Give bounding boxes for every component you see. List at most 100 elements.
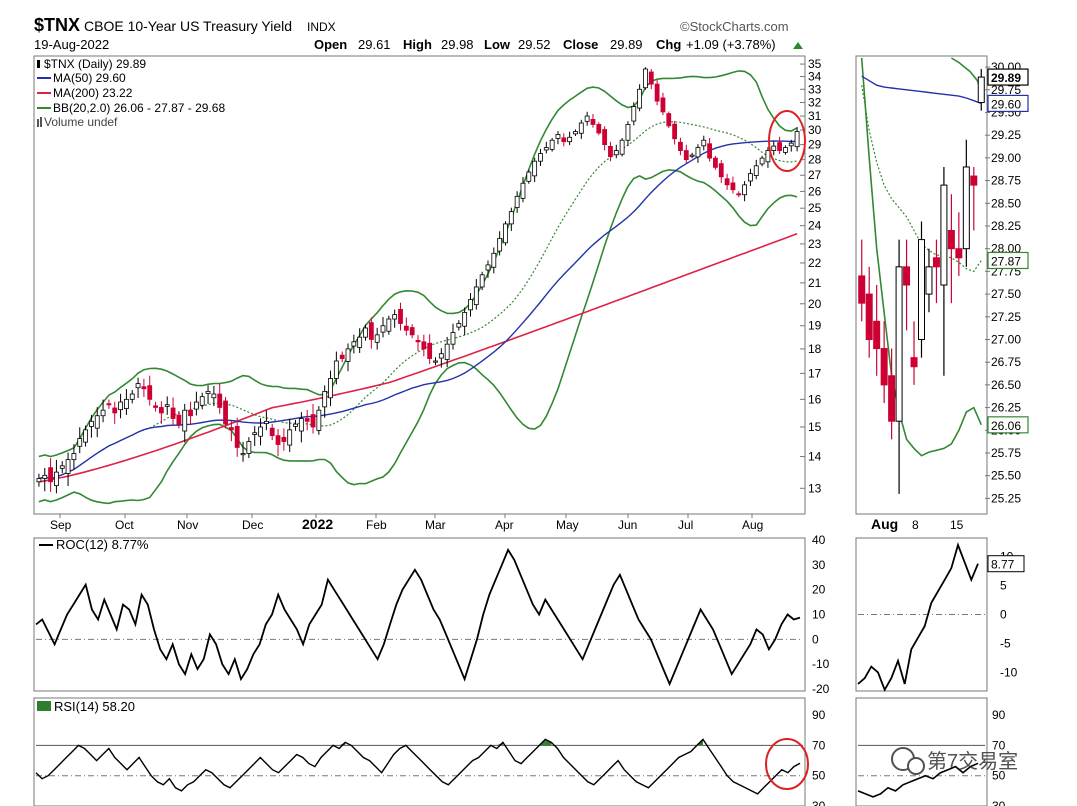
candle-body <box>36 478 42 483</box>
zoom-rsi-frame <box>855 697 988 806</box>
price-tick-label: 34 <box>808 69 822 83</box>
highlight-circle-rsi <box>765 738 809 790</box>
x-axis-label: Mar <box>425 518 446 532</box>
zoom-value-tag: 29.89 <box>991 71 1021 85</box>
rsi-tick-label: 70 <box>812 738 826 752</box>
zoom-x-axis-labels: Aug 8 15 <box>871 516 964 532</box>
candle-body <box>742 184 747 196</box>
candle-body <box>42 474 48 479</box>
candle-body <box>118 401 123 411</box>
x-axis-label: Apr <box>495 518 514 532</box>
price-tick-label: 23 <box>808 237 822 251</box>
candle-body <box>304 418 310 422</box>
zoom-value-tag-box <box>987 94 1029 113</box>
candle-body <box>357 336 363 348</box>
candle-body <box>333 360 339 379</box>
candle-body <box>689 154 695 157</box>
candle-body <box>707 143 713 159</box>
zoom-x-label: 8 <box>912 518 919 532</box>
candle-body <box>637 88 643 109</box>
candle-body <box>211 393 217 399</box>
candle-body <box>713 157 718 168</box>
zoom-bb-upper <box>950 57 983 95</box>
candle-body <box>269 427 275 437</box>
candle-body <box>345 348 351 362</box>
x-axis-label: May <box>556 518 579 532</box>
price-candles <box>36 67 800 494</box>
candle-body <box>456 323 462 328</box>
price-tick-label: 24 <box>808 219 822 233</box>
zoom-tick-label: 26.25 <box>991 401 1021 415</box>
legend-ma200: MA(200) 23.22 <box>53 86 133 100</box>
candle-body <box>503 223 508 244</box>
roc-tick-label: 10 <box>812 608 826 622</box>
candle-body <box>322 390 328 408</box>
candle-body <box>415 340 421 343</box>
zoom-candle-body <box>955 248 963 259</box>
zoom-rsi-tick-label: 50 <box>992 769 1006 783</box>
zoom-value-tag-box <box>987 68 1029 86</box>
zoom-value-tag-box <box>987 416 1029 434</box>
zoom-tick-label: 28.75 <box>991 174 1021 188</box>
candle-body <box>771 145 777 151</box>
candle-body <box>578 122 584 134</box>
candle-body <box>584 115 590 122</box>
candle-body <box>543 147 549 151</box>
candle-body <box>164 404 170 407</box>
candle-body <box>736 193 742 196</box>
candle-body <box>380 325 386 333</box>
zoom-candle-body <box>895 266 903 422</box>
zoom-tick-label: 29.25 <box>991 128 1021 142</box>
candle-body <box>718 163 724 178</box>
candle-body <box>730 182 736 191</box>
roc-tick-label: 0 <box>812 632 819 646</box>
candle-body <box>724 178 730 186</box>
candle-body <box>223 400 228 425</box>
zoom-roc-tick-label: -5 <box>1000 636 1011 650</box>
volume-icon <box>37 119 39 127</box>
price-tick-label: 27 <box>808 168 822 182</box>
candle-body <box>479 274 485 288</box>
zoom-tick-label: 27.50 <box>991 287 1021 301</box>
zoom-x-label: Aug <box>871 516 898 532</box>
candle-body <box>590 118 596 125</box>
candle-body <box>374 334 380 343</box>
zoom-roc-frame <box>855 537 988 692</box>
roc-tick-label: 30 <box>812 558 826 572</box>
candle-body <box>54 471 59 487</box>
price-tick-label: 13 <box>808 481 822 495</box>
candle-body <box>794 131 800 148</box>
candle-body <box>648 71 654 85</box>
candle-body <box>275 435 281 445</box>
price-tick-label: 30 <box>808 123 822 137</box>
candle-body <box>468 299 473 311</box>
zoom-rsi-line <box>857 762 979 798</box>
zoom-candle-body <box>977 76 985 103</box>
zoom-candle-body <box>947 230 955 250</box>
zoom-x-label: 15 <box>950 518 964 532</box>
candle-body <box>252 432 258 435</box>
candle-body <box>619 139 625 155</box>
zoom-candle-body <box>962 166 970 250</box>
candle-body <box>433 360 438 363</box>
candle-body <box>240 453 246 456</box>
zoom-tick-label: 28.50 <box>991 196 1021 210</box>
zoom-value-tag: 29.60 <box>991 97 1021 111</box>
zoom-tick-label: 26.50 <box>991 378 1021 392</box>
candle-body <box>339 354 345 359</box>
candle-body <box>462 312 468 327</box>
candle-body <box>65 459 71 474</box>
roc-tick-label: -10 <box>812 657 830 671</box>
candle-body <box>217 393 223 408</box>
price-tick-label: 20 <box>808 297 822 311</box>
zoom-tick-label: 28.25 <box>991 219 1021 233</box>
bollinger-bands <box>38 70 798 505</box>
x-axis-label: Oct <box>115 518 134 532</box>
price-tick-label: 33 <box>808 82 822 96</box>
candle-body <box>59 465 65 469</box>
zoom-rsi-axis: 30 50 70 90 <box>858 708 1006 806</box>
candle-body <box>473 286 479 306</box>
legend-ma50: MA(50) 29.60 <box>53 71 126 85</box>
zoom-tick-label: 27.00 <box>991 332 1021 346</box>
symbol: $TNX <box>34 15 80 35</box>
